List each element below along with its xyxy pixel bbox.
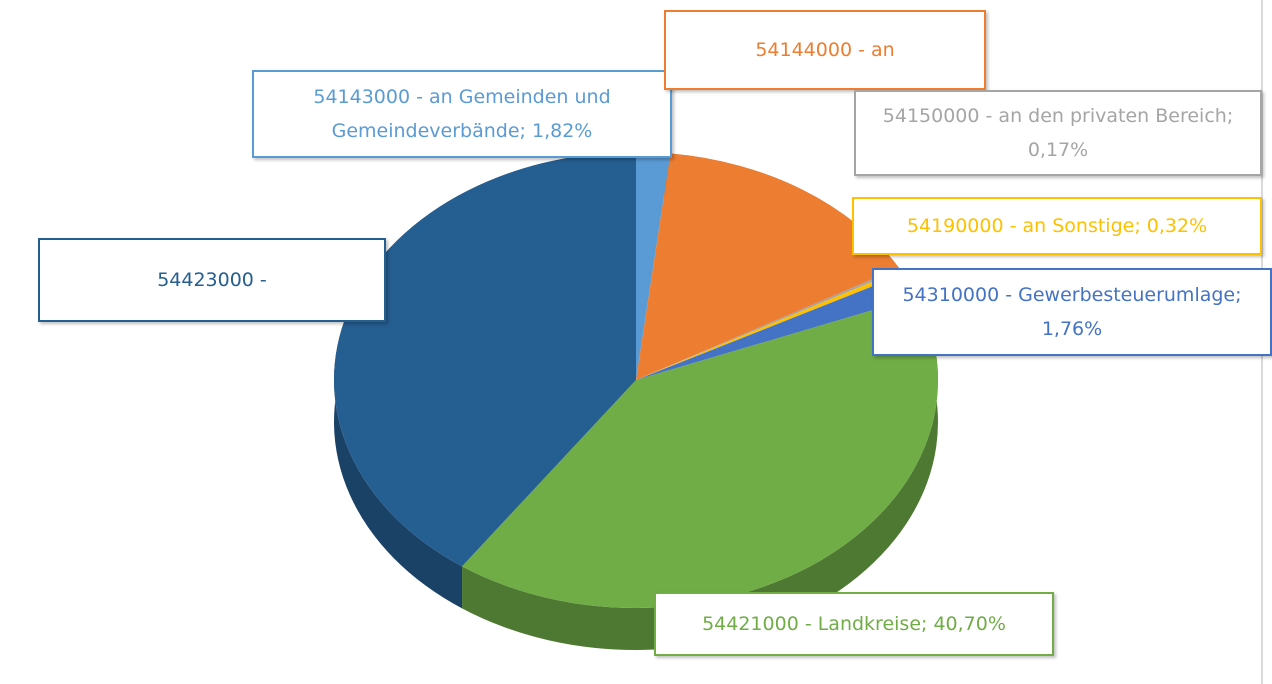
pie-slice bbox=[636, 270, 904, 380]
pie-slice bbox=[636, 153, 899, 380]
data-label: 54421000 - Landkreise; 40,70% bbox=[654, 592, 1054, 656]
pie-slice bbox=[636, 267, 901, 380]
pie-slice bbox=[636, 152, 671, 380]
pie-slice bbox=[636, 274, 918, 380]
data-label: 54143000 - an Gemeinden und Gemeindeverb… bbox=[252, 70, 672, 158]
data-label: 54144000 - an bbox=[664, 10, 986, 90]
pie-side bbox=[462, 297, 938, 650]
data-label: 54190000 - an Sonstige; 0,32% bbox=[852, 197, 1262, 255]
pie-slice bbox=[334, 152, 636, 567]
data-label: 54310000 - Gewerbesteuerumlage; 1,76% bbox=[872, 268, 1272, 356]
data-label: 54150000 - an den privaten Bereich; 0,17… bbox=[854, 90, 1262, 176]
data-label: 54423000 - bbox=[38, 238, 386, 322]
pie-slice bbox=[462, 297, 938, 608]
